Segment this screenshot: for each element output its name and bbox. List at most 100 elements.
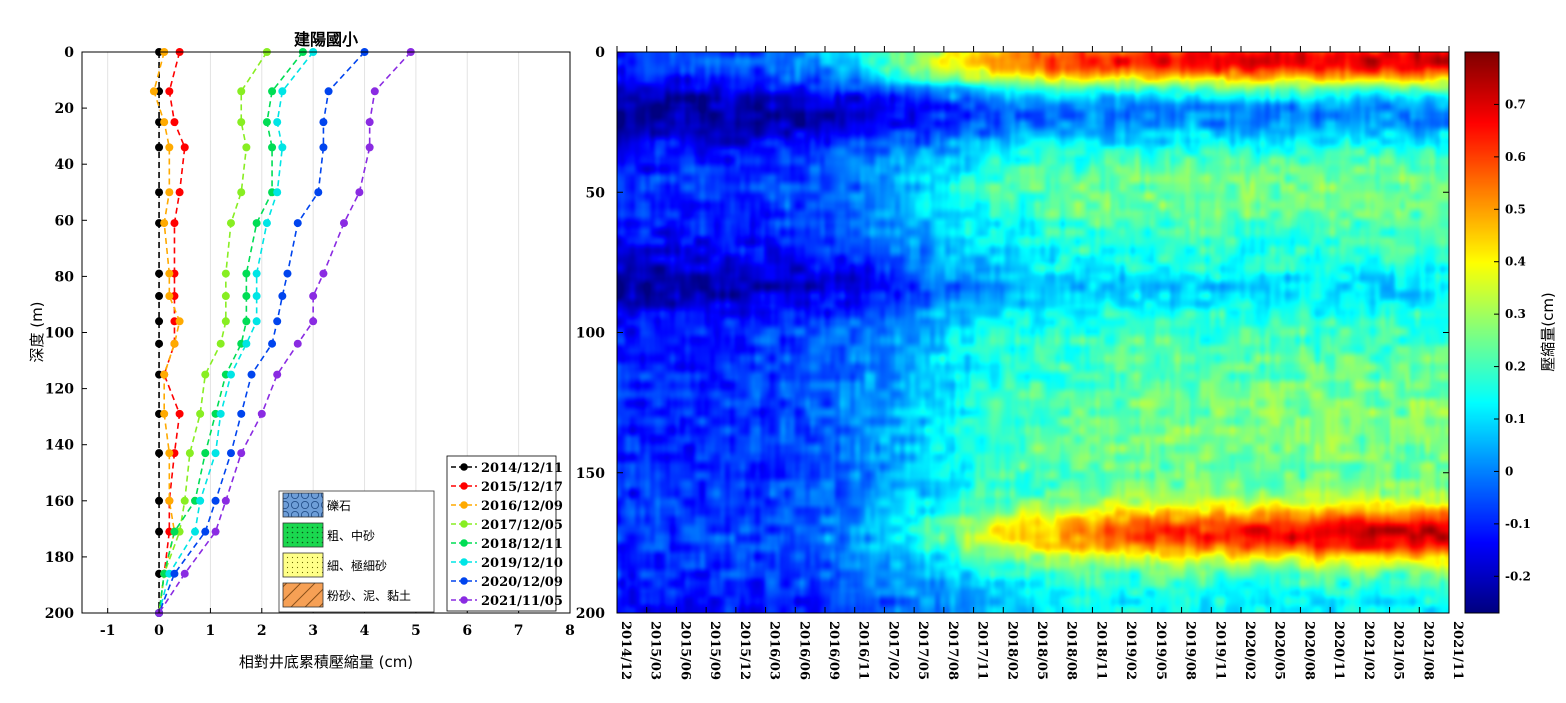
series-point [165,143,174,152]
series-point [309,317,318,326]
legend-label: 2017/12/05 [481,518,563,533]
series-point [221,269,230,278]
legend-label: 2015/12/17 [481,480,563,495]
legend-marker [460,558,468,566]
legend-label: 2018/12/11 [481,537,563,552]
series-point [201,449,210,458]
soil-swatch [282,492,324,518]
heatmap-x-tick-label: 2017/08 [945,621,960,680]
colorbar-canvas [1465,52,1499,613]
left-y-tick-label: 180 [45,550,74,566]
series-point [278,292,287,301]
series-point [237,449,246,458]
series-point [221,317,230,326]
colorbar-tick-label: 0.4 [1505,255,1526,269]
heatmap-x-tick-label: 2015/12 [737,621,752,680]
series-point [185,449,194,458]
series-point [273,188,282,197]
series-point [160,118,169,127]
series-point [365,143,374,152]
series-point [216,409,225,418]
series-point [165,496,174,505]
series-point [268,87,277,96]
depth-profile-chart: -1 0 1 2 3 4 5 6 7 8 020406080100120140160180200 … [28,30,575,671]
series-point [319,143,328,152]
heatmap-y-ticks: 0 50 100 150 200 [576,45,1449,622]
legend-marker [460,539,468,547]
series-point [165,269,174,278]
series-point [324,87,333,96]
left-x-tick-label: 2 [257,623,267,639]
left-y-tick-label: 40 [55,157,75,173]
left-series-group [149,48,415,617]
series-point [309,292,318,301]
left-x-tick-label: 0 [154,623,164,639]
series-point [155,449,164,458]
series-2020/12/09 [155,48,369,617]
series-point [180,569,189,578]
series-point [155,269,164,278]
series-point [278,87,287,96]
series-point [175,188,184,197]
series-point [155,339,164,348]
soil-legend-entry: 粉砂、泥、黏土 [282,582,411,608]
left-x-tick-label: 5 [411,623,421,639]
series-point [216,339,225,348]
series-point [165,188,174,197]
series-point [339,219,348,228]
legend-label: 2014/12/11 [481,461,563,476]
series-point [262,219,271,228]
heatmap-x-tick-label: 2021/11 [1450,621,1465,680]
heatmap-x-tick-label: 2018/08 [1064,621,1079,680]
series-point [283,269,292,278]
soil-label: 礫石 [327,498,351,513]
legend-label: 2019/12/10 [481,556,563,571]
series-point [252,292,261,301]
left-y-tick-label: 100 [45,326,74,342]
heatmap-x-tick-label: 2021/05 [1391,621,1406,680]
series-legend-entry: 2015/12/17 [451,480,563,495]
left-x-tick-label: 4 [360,623,370,639]
series-line [158,51,268,614]
left-y-tick-label: 20 [55,101,75,117]
left-y-tick-label: 120 [45,382,74,398]
heatmap-x-tick-label: 2015/06 [677,621,692,680]
legend-marker [460,520,468,528]
legend-marker [460,463,468,471]
heatmap-canvas-container [617,52,1449,613]
colorbar-tick-label: 0.2 [1505,360,1526,374]
series-point [211,449,220,458]
series-2019/12/10 [155,48,318,617]
series-legend-entry: 2020/12/09 [451,575,563,590]
series-point [155,317,164,326]
series-point [247,370,256,379]
series-legend: 2014/12/11 2015/12/17 2016/12/09 2017/12/05… [446,455,563,612]
heatmap-x-tick-label: 2016/03 [767,621,782,680]
soil-legend-entry: 粗、中砂 [282,522,375,548]
series-point [237,409,246,418]
soil-label: 粉砂、泥、黏土 [327,589,411,603]
heatmap-y-tick-label: 100 [576,326,605,342]
heatmap-x-tick-label: 2019/11 [1212,621,1227,680]
series-point [370,87,379,96]
soil-swatch [282,552,324,578]
series-point [237,87,246,96]
series-point [242,317,251,326]
series-point [226,370,235,379]
heatmap-x-ticks: 2014/12 2015/03 2015/06 2015/09 2015/12 2016/… [616,46,1465,680]
heatmap-x-tick-label: 2021/02 [1361,621,1376,680]
colorbar-label: 壓縮量(cm) [1539,292,1557,372]
series-point [293,339,302,348]
series-legend-entry: 2014/12/11 [451,461,563,476]
series-point [252,219,261,228]
left-y-tick-label: 80 [55,269,75,285]
series-point [355,188,364,197]
series-point [160,409,169,418]
series-point [237,188,246,197]
series-point [149,87,158,96]
series-point [201,370,210,379]
series-point [160,219,169,228]
series-point [293,219,302,228]
series-point [273,317,282,326]
